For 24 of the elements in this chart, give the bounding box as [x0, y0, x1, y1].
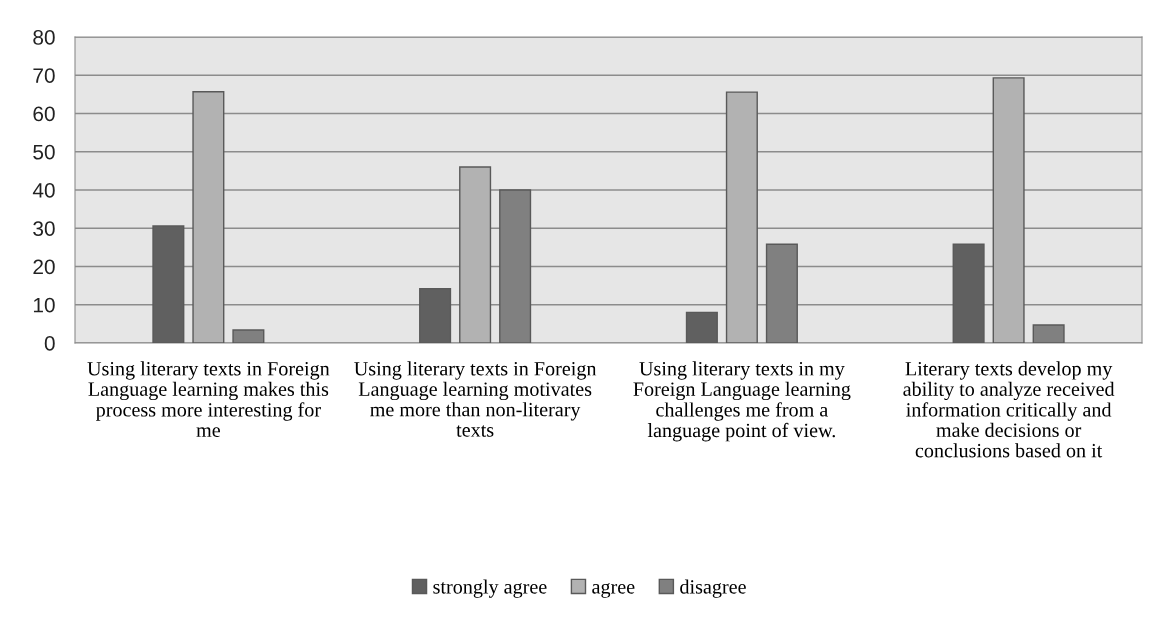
x-tick-label: Using literary texts in Foreign Language learning makes this process more interesting for me: [87, 361, 330, 438]
y-tick-label: 60: [33, 106, 55, 122]
legend-label: strongly agree: [433, 579, 547, 598]
y-tick-label: 0: [44, 336, 55, 351]
y-tick-label: 80: [33, 30, 55, 45]
legend-label: agree: [592, 583, 635, 598]
legend-label: disagree: [680, 579, 746, 598]
x-tick-label: Using literary texts in my Foreign Language learning challenges me from a language point of view.: [633, 361, 851, 442]
y-tick-label: 40: [32, 183, 55, 198]
bar: [992, 77, 1025, 343]
y-tick-label: 20: [33, 259, 55, 275]
y-tick-label: 10: [33, 297, 55, 313]
bar: [685, 311, 718, 343]
bar: [725, 91, 758, 343]
bar: [419, 287, 452, 343]
bar: [152, 225, 185, 343]
x-tick-label: Literary texts develop my ability to analyze received information critically and make decisions or conclusions based on it: [903, 361, 1115, 458]
y-tick-label: 50: [33, 144, 55, 160]
bar: [459, 166, 492, 343]
y-tick-label: 30: [33, 221, 55, 236]
x-tick-label: Using literary texts in Foreign Language learning motivates me more than non-literary texts: [354, 361, 597, 437]
y-tick-label: 70: [33, 68, 55, 83]
bar: [952, 243, 985, 343]
bar: [192, 91, 225, 343]
